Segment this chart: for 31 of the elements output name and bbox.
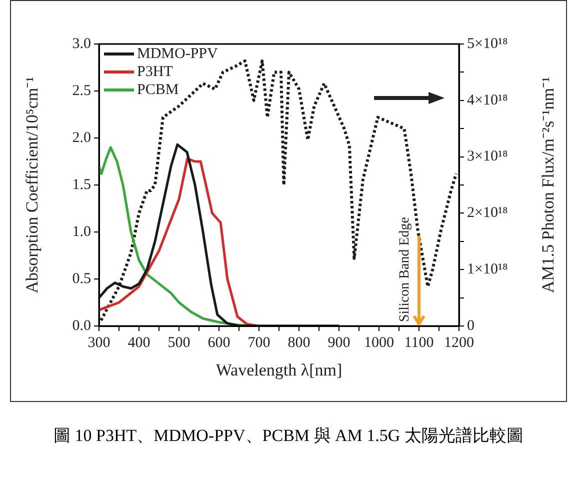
x-tick-label: 300 — [88, 334, 110, 351]
y2-tick-label: 0 — [467, 318, 474, 334]
y-axis-title: Absorption Coefficient/10⁵cm⁻¹ — [22, 76, 42, 294]
x-tick-label: 900 — [328, 334, 350, 351]
caption: 圖 10 P3HT、MDMO-PPV、PCBM 與 AM 1.5G 太陽光譜比較圖 — [52, 425, 524, 447]
y2-tick-label: 2×10¹⁸ — [467, 205, 508, 222]
y2-tick-label: 3×10¹⁸ — [467, 148, 508, 165]
y2-axis-title: AM1.5 Photon Flux/m⁻²s⁻¹nm⁻¹ — [538, 76, 558, 294]
x-tick-label: 400 — [128, 334, 150, 351]
ref-line-label: Silicon Band Edge — [398, 217, 413, 322]
legend-label: PCBM — [137, 82, 179, 98]
y-tick-label: 2.0 — [72, 130, 91, 146]
x-tick-label: 1200 — [444, 334, 474, 351]
x-tick-label: 1000 — [364, 334, 394, 351]
y-tick-label: 1.5 — [72, 176, 91, 193]
x-tick-label: 800 — [288, 334, 310, 351]
legend-label: P3HT — [137, 64, 173, 80]
y-tick-label: 3.0 — [72, 36, 91, 52]
x-tick-label: 1100 — [404, 334, 434, 351]
x-axis-title: Wavelength λ[nm] — [216, 360, 342, 380]
legend-label: MDMO-PPV — [137, 46, 218, 62]
y-tick-label: 0.0 — [72, 318, 91, 334]
y2-tick-label: 4×10¹⁸ — [467, 92, 508, 108]
y-tick-label: 0.5 — [72, 270, 91, 287]
y2-tick-label: 5×10¹⁸ — [467, 36, 508, 52]
y-tick-label: 2.5 — [72, 82, 91, 99]
x-tick-label: 500 — [168, 334, 190, 351]
y-tick-label: 1.0 — [72, 224, 91, 240]
y2-tick-label: 1×10¹⁸ — [467, 262, 508, 278]
x-tick-label: 600 — [208, 334, 230, 351]
x-tick-label: 700 — [248, 334, 270, 351]
